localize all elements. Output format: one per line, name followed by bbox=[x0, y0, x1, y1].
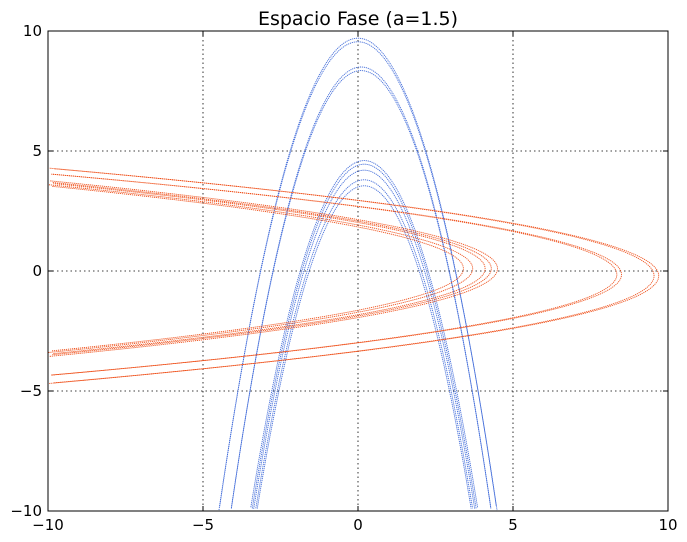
curve-point-trace bbox=[53, 183, 486, 355]
curve-point-trace bbox=[49, 167, 655, 384]
x-tick-label: 10 bbox=[658, 516, 677, 534]
axis-ticks: −10 −5 0 5 10 −10 −5 0 5 10 bbox=[10, 22, 677, 534]
y-tick-label: 10 bbox=[23, 22, 42, 40]
series-layer bbox=[48, 37, 660, 511]
y-tick-label: 5 bbox=[32, 142, 42, 160]
y-tick-label: 0 bbox=[32, 262, 42, 280]
series-parabola-vertical bbox=[218, 37, 498, 511]
curve-point-trace bbox=[51, 185, 464, 352]
curve-point-trace bbox=[52, 182, 492, 356]
chart-title: Espacio Fase (a=1.5) bbox=[258, 8, 458, 30]
x-tick-label: −5 bbox=[192, 516, 214, 534]
x-tick-label: 0 bbox=[353, 516, 363, 534]
y-tick-label: −10 bbox=[10, 502, 42, 520]
curve-point-trace bbox=[219, 37, 497, 507]
curve-point-trace bbox=[218, 41, 498, 511]
curve-point-trace bbox=[251, 163, 477, 509]
x-tick-label: 5 bbox=[508, 516, 518, 534]
curve-point-trace bbox=[230, 70, 492, 509]
curve-point-trace bbox=[250, 160, 479, 508]
x-tick-label: −10 bbox=[32, 516, 64, 534]
grid-lines bbox=[48, 31, 668, 511]
curve-point-trace bbox=[53, 168, 660, 384]
curve-point-trace bbox=[49, 180, 498, 357]
series-parabola-horizontal bbox=[48, 167, 660, 384]
curve-point-trace bbox=[48, 184, 474, 353]
y-tick-label: −5 bbox=[20, 382, 42, 400]
curve-point-trace bbox=[51, 173, 618, 376]
curve-point-trace bbox=[256, 185, 472, 509]
plot-frame bbox=[47, 30, 669, 512]
